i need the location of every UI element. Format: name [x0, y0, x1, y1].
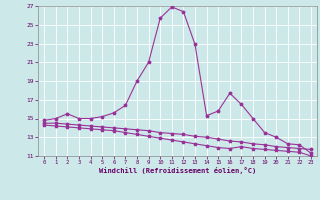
- X-axis label: Windchill (Refroidissement éolien,°C): Windchill (Refroidissement éolien,°C): [99, 167, 256, 174]
